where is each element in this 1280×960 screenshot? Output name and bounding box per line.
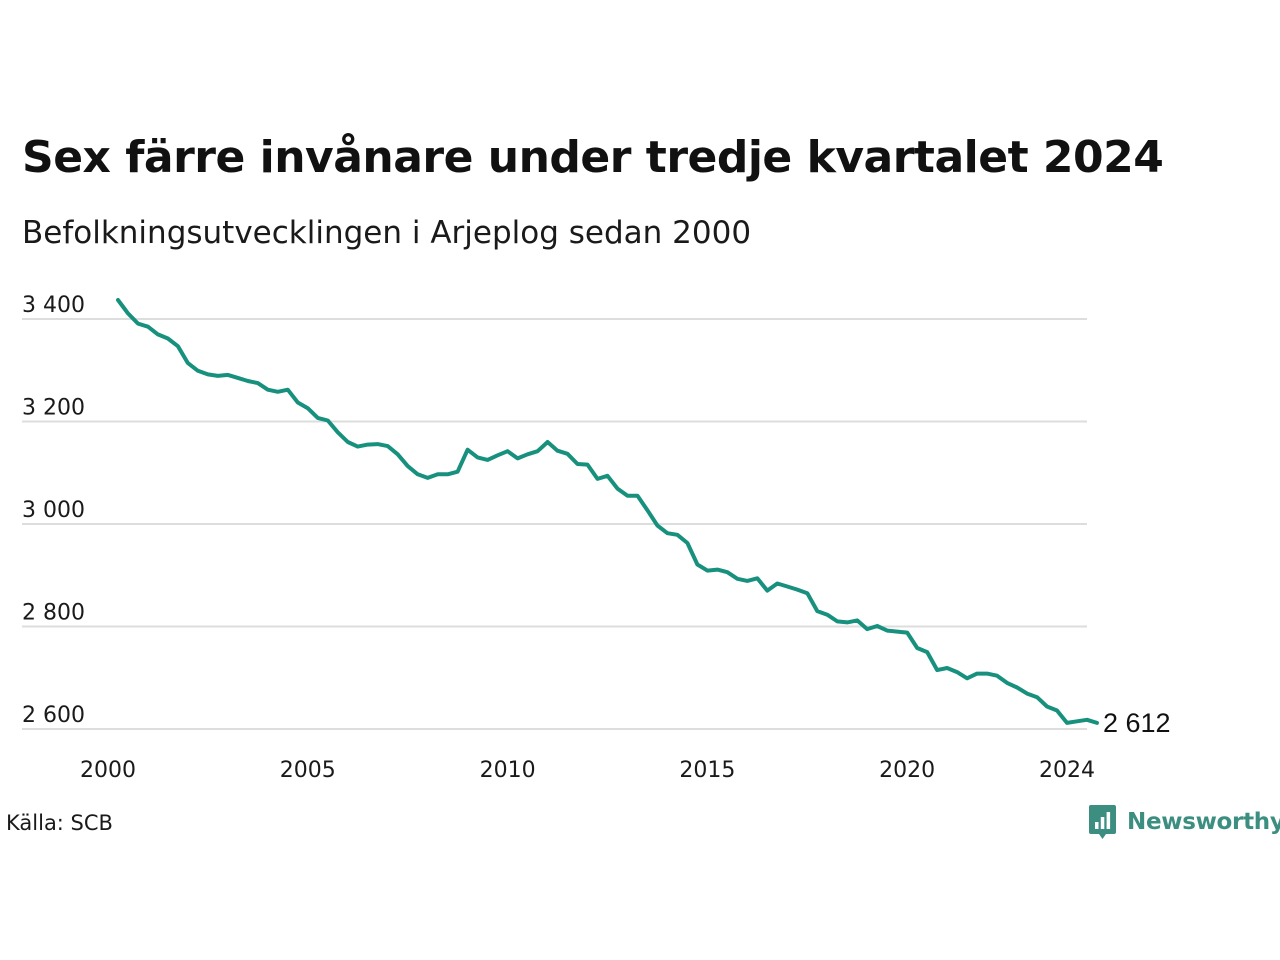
y-axis-tick-labels: 2 600 2 800 3 000 3 200 3 400: [22, 293, 85, 728]
y-tick-label: 3 400: [22, 293, 85, 318]
series-layer: [116, 298, 1099, 725]
chart-title: Sex färre invånare under tredje kvartale…: [22, 132, 1164, 183]
y-tick-label: 2 800: [22, 601, 85, 626]
y-tick-label: 3 000: [22, 498, 85, 523]
chart-subtitle: Befolkningsutvecklingen i Arjeplog sedan…: [22, 215, 752, 251]
x-tick-label: 2005: [280, 758, 336, 783]
grid-lines: [22, 318, 1087, 730]
x-tick-label: 2015: [679, 758, 735, 783]
y-tick-label: 3 200: [22, 396, 85, 421]
brand-name: Newsworthy: [1127, 809, 1280, 835]
x-axis-tick-labels: 2000 2005 2010 2015 2020 2024: [80, 758, 1095, 783]
end-label-layer: 2 612: [1103, 708, 1171, 738]
source-note: Källa: SCB: [6, 811, 113, 835]
x-tick-label: 2000: [80, 758, 136, 783]
y-tick-label: 2 600: [22, 703, 85, 728]
population-line: [116, 298, 1099, 725]
x-tick-label: 2020: [879, 758, 935, 783]
x-tick-label: 2010: [480, 758, 536, 783]
brand-logo: Newsworthy: [1088, 804, 1280, 840]
end-value-label: 2 612: [1103, 708, 1171, 738]
x-tick-label: 2024: [1039, 758, 1095, 783]
newsworthy-logo-icon: [1089, 805, 1116, 839]
